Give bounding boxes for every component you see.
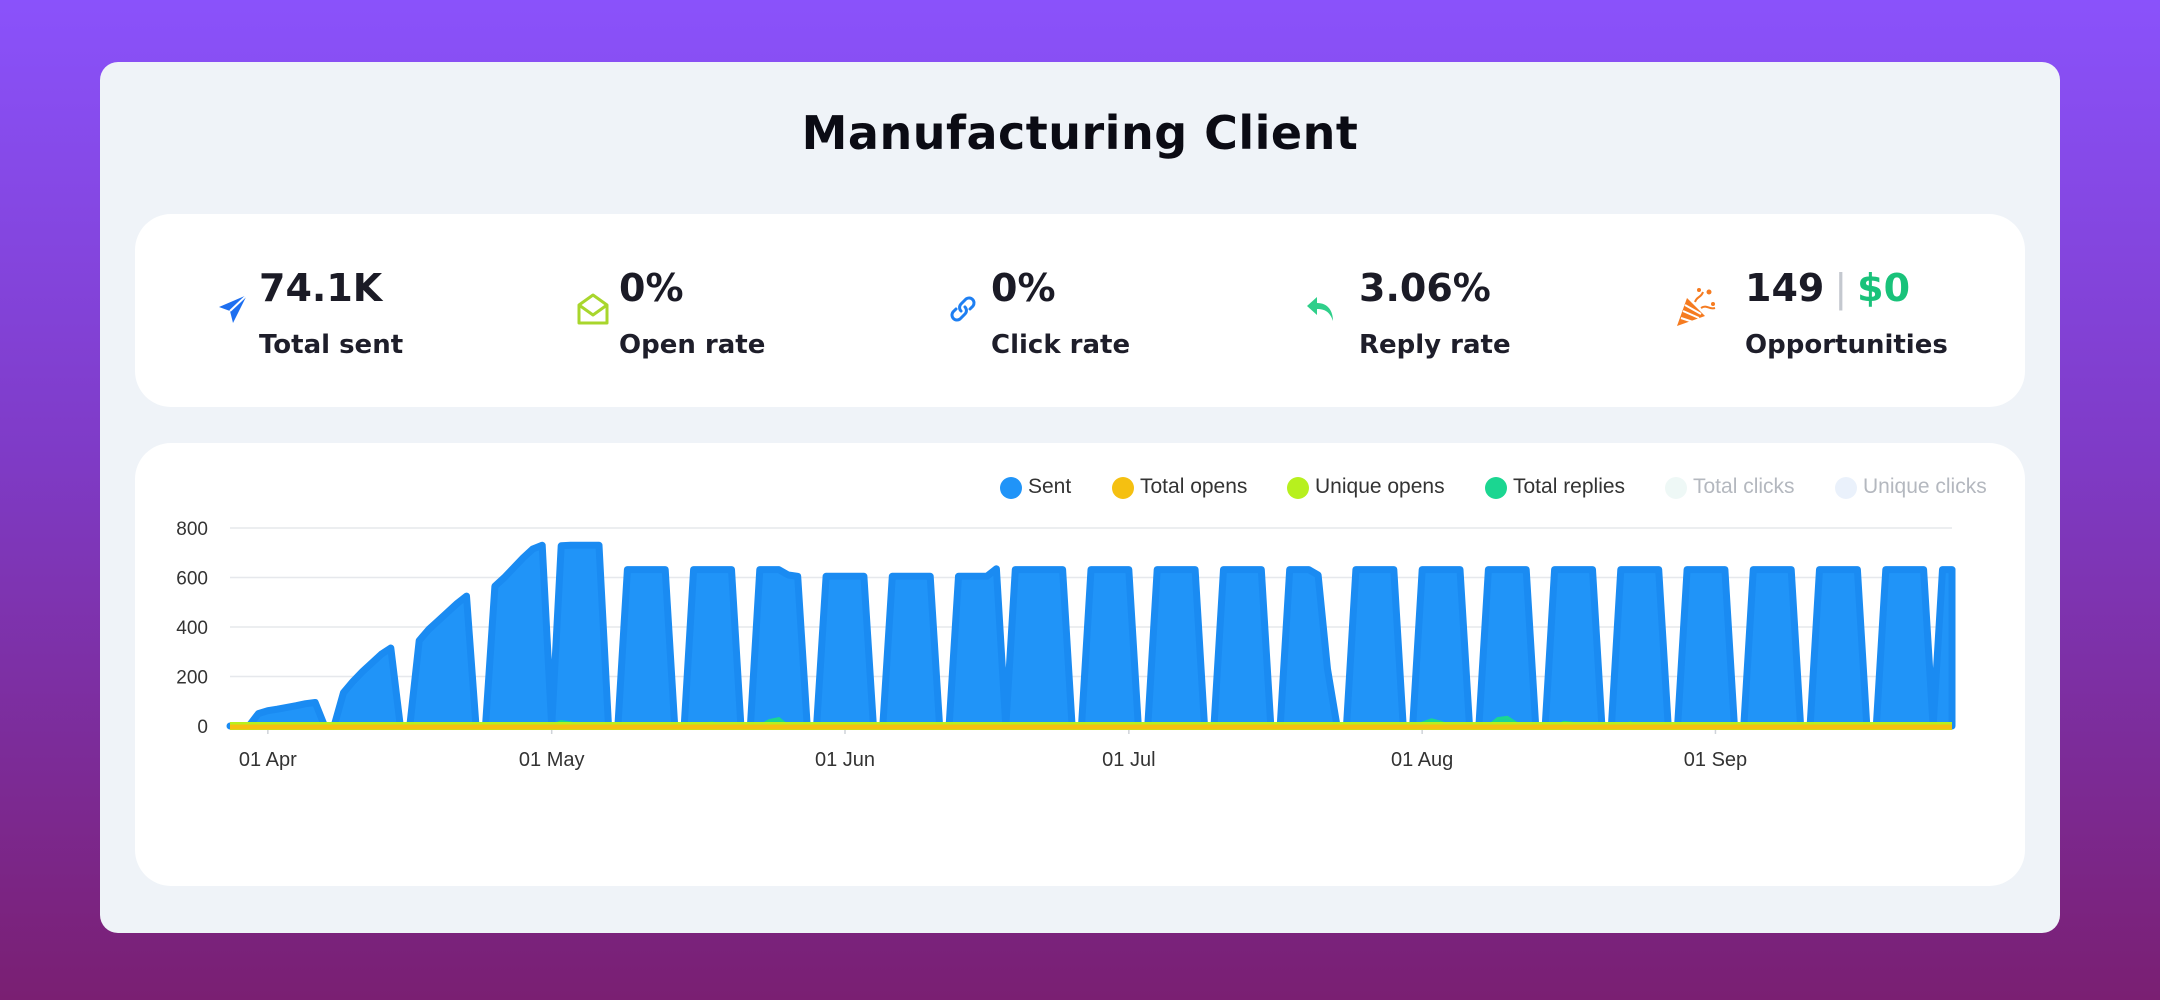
click-rate-value: 0% (991, 266, 1056, 310)
legend-dot-total-clicks (1665, 477, 1687, 499)
total-sent-value: 74.1K (259, 266, 383, 310)
envelope-open-icon (577, 293, 609, 325)
y-tick-label: 200 (176, 668, 208, 689)
open-rate-value: 0% (619, 266, 684, 310)
click-rate-label: Click rate (991, 330, 1131, 360)
legend-label-unique-clicks: Unique clicks (1863, 475, 1987, 498)
series-sent-area (226, 541, 1956, 730)
opportunities-value: 149 | $0 (1745, 266, 1910, 310)
y-tick-label: 600 (176, 569, 208, 590)
x-tick-label: 01 Jul (1102, 749, 1155, 771)
legend-label-total-opens: Total opens (1140, 475, 1248, 498)
link-icon (950, 296, 976, 322)
party-popper-icon (1677, 288, 1716, 326)
total-sent-label: Total sent (259, 330, 404, 360)
legend-label-total-clicks: Total clicks (1693, 475, 1795, 498)
legend-label-unique-opens: Unique opens (1315, 475, 1445, 498)
reply-rate-label: Reply rate (1359, 330, 1511, 360)
series-layer (226, 541, 1956, 730)
x-tick-label: 01 Sep (1684, 749, 1747, 771)
reply-icon (1307, 297, 1333, 321)
reply-rate-value: 3.06% (1359, 266, 1491, 310)
stats-panel: 74.1K Total sent 0% Open rate 0% Click r… (135, 214, 2025, 407)
legend-dot-sent (1000, 477, 1022, 499)
chart-panel: Sent Total opens Unique opens Total repl… (135, 443, 2025, 886)
legend-dot-unique-opens (1287, 477, 1309, 499)
x-tick-label: 01 Aug (1391, 749, 1453, 771)
legend-label-sent: Sent (1028, 475, 1072, 498)
opportunities-count: 149 (1745, 266, 1825, 310)
opportunities-amount: $0 (1857, 266, 1911, 310)
legend-label-total-replies: Total replies (1513, 475, 1626, 498)
opportunities-label: Opportunities (1745, 330, 1948, 360)
legend-dot-unique-clicks (1835, 477, 1857, 499)
opportunities-separator: | (1834, 266, 1848, 310)
send-icon (219, 294, 248, 323)
open-rate-label: Open rate (619, 330, 766, 360)
dashboard-card: Manufacturing Client 74.1K Total sent 0%… (100, 62, 2060, 933)
y-tick-label: 400 (176, 618, 208, 639)
x-tick-label: 01 Apr (239, 749, 297, 771)
legend-dot-total-opens (1112, 477, 1134, 499)
legend-dot-total-replies (1485, 477, 1507, 499)
y-tick-label: 800 (176, 519, 208, 540)
x-tick-label: 01 May (519, 749, 585, 771)
x-tick-label: 01 Jun (815, 749, 875, 771)
x-axis-ticks: 01 Apr 01 May 01 Jun 01 Jul 01 Aug 01 Sep (239, 726, 1747, 771)
y-tick-label: 0 (197, 717, 208, 738)
page-title: Manufacturing Client (801, 106, 1359, 160)
chart-legend: Sent Total opens Unique opens Total repl… (135, 473, 2025, 503)
y-axis-ticks: 0 200 400 600 800 (176, 519, 208, 738)
